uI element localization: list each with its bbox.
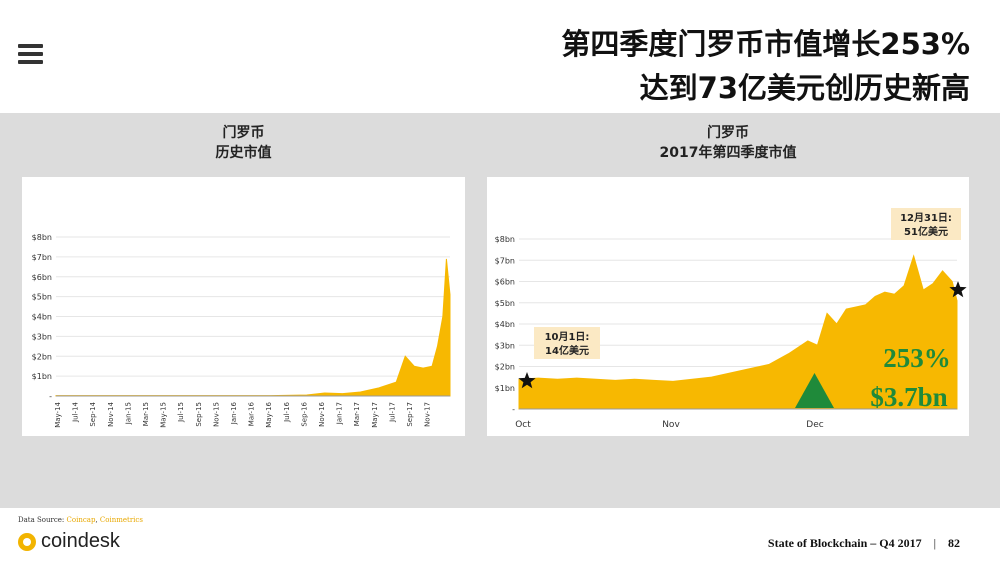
left-chart-panel: - $1bn $2bn $3bn $4bn $5bn $6bn $7bn $8bn May-14 J… [22, 177, 465, 436]
x-tick-label: Jan-17 [336, 402, 344, 425]
data-source: Data Source: Coincap, Coinmetrics [18, 516, 143, 524]
y-tick-label: $2bn [495, 363, 515, 372]
x-tick-label: Jul-14 [72, 401, 80, 422]
x-tick-label: Sep-15 [195, 402, 203, 427]
x-tick-label: Nov [662, 420, 680, 430]
left-chart-title-line1: 门罗币 [222, 125, 265, 141]
y-tick-label: $1bn [32, 372, 52, 381]
right-chart-panel: - $1bn $2bn $3bn $4bn $5bn $6bn $7bn $8bn Oct Nov D… [487, 177, 969, 436]
y-tick-label: $3bn [32, 332, 52, 341]
right-chart: - $1bn $2bn $3bn $4bn $5bn $6bn $7bn $8bn Oct Nov D… [495, 208, 967, 430]
growth-percent: 253% [883, 343, 951, 373]
callout-end-line2: 51亿美元 [904, 225, 948, 238]
callout-start-line2: 14亿美元 [545, 344, 589, 357]
x-tick-label: Nov-17 [424, 402, 432, 427]
slide-title-line1: 第四季度门罗币市值增长253% [561, 27, 970, 61]
x-tick-label: Jul-15 [177, 402, 185, 423]
source-link-coincap[interactable]: Coincap [66, 516, 96, 524]
right-chart-title-line2: 2017年第四季度市值 [659, 145, 797, 161]
callout-end-line1: 12月31日: [900, 212, 952, 224]
right-chart-title: 门罗币 2017年第四季度市值 [487, 123, 969, 163]
y-tick-label: $3bn [495, 341, 515, 350]
callout-start-line1: 10月1日: [545, 331, 590, 343]
y-tick-label: $5bn [32, 293, 52, 302]
slide-title: 第四季度门罗币市值增长253% 达到73亿美元创历史新高 [561, 22, 970, 110]
right-chart-title-line1: 门罗币 [707, 125, 749, 141]
x-tick-label: Jan-15 [124, 402, 132, 425]
x-tick-label: Jan-16 [230, 401, 238, 425]
callout-start-box [534, 327, 600, 359]
y-tick-label: $1bn [495, 384, 515, 393]
left-chart-title: 门罗币 历史市值 [22, 123, 465, 163]
x-tick-label: Mar-16 [248, 401, 256, 426]
y-tick-label: $4bn [32, 313, 52, 322]
x-tick-label: Nov-14 [107, 401, 115, 426]
y-tick-label: $8bn [495, 235, 515, 244]
y-tick-label: $7bn [32, 253, 52, 262]
x-tick-label: May-16 [265, 401, 273, 427]
x-tick-label: Sep-17 [406, 402, 414, 427]
page-number: 82 [948, 536, 960, 550]
end-star-icon [949, 281, 967, 298]
growth-absolute: $3.7bn [870, 382, 947, 412]
source-link-coinmetrics[interactable]: Coinmetrics [99, 516, 143, 524]
y-tick-label: - [49, 392, 52, 401]
x-tick-label: Nov-15 [212, 402, 220, 427]
x-tick-label: Jul-17 [388, 402, 396, 423]
data-source-label: Data Source: [18, 516, 65, 524]
x-tick-label: Jul-16 [283, 401, 291, 422]
coindesk-logo: coindesk [18, 530, 120, 553]
y-tick-label: $2bn [32, 352, 52, 361]
coindesk-logo-text: coindesk [41, 530, 120, 552]
y-tick-label: $4bn [495, 320, 515, 329]
series-area [55, 258, 451, 397]
x-tick-label: Sep-16 [300, 401, 308, 426]
callout-end-box [891, 208, 961, 240]
left-chart-title-line2: 历史市值 [215, 145, 272, 161]
y-tick-label: $5bn [495, 299, 515, 308]
coindesk-logo-icon [18, 532, 36, 551]
report-footer: State of Blockchain – Q4 2017 | 82 [768, 536, 960, 551]
x-tick-label: May-17 [371, 402, 379, 428]
footer-separator: | [933, 536, 936, 550]
slide-title-line2: 达到73亿美元创历史新高 [639, 71, 970, 105]
x-tick-label: Mar-17 [353, 402, 361, 426]
growth-up-icon [795, 373, 834, 408]
menu-icon[interactable] [18, 44, 43, 64]
x-tick-label: May-14 [54, 401, 62, 427]
x-tick-label: Mar-15 [142, 402, 150, 426]
series-area [518, 254, 958, 410]
source-separator: , [95, 516, 98, 524]
x-tick-label: May-15 [160, 402, 168, 428]
x-tick-label: Dec [806, 420, 823, 430]
report-name: State of Blockchain – Q4 2017 [767, 536, 922, 550]
y-tick-label: $6bn [495, 278, 515, 287]
y-tick-label: $7bn [495, 256, 515, 265]
x-tick-label: Sep-14 [89, 401, 97, 426]
y-tick-label: $8bn [32, 233, 52, 242]
x-tick-label: Nov-16 [318, 401, 326, 426]
y-tick-label: $6bn [32, 273, 52, 282]
left-chart: - $1bn $2bn $3bn $4bn $5bn $6bn $7bn $8bn May-14 J… [32, 233, 451, 428]
y-tick-label: - [512, 405, 515, 414]
header-bar: 第四季度门罗币市值增长253% 达到73亿美元创历史新高 [0, 0, 1000, 113]
start-star-icon [518, 372, 536, 389]
x-tick-label: Oct [515, 420, 531, 430]
